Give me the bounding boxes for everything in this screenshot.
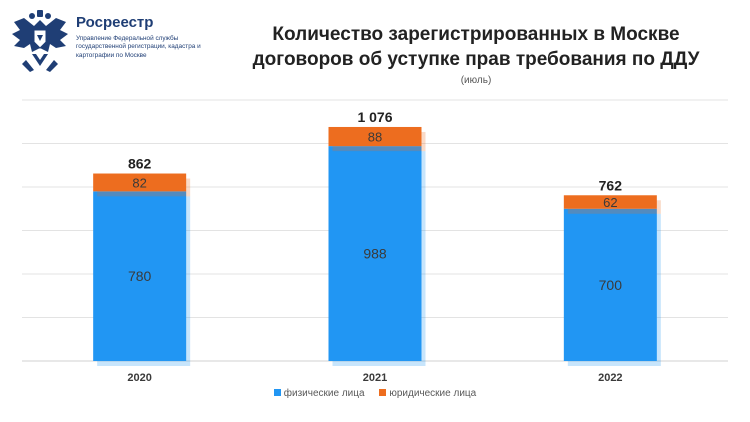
chart-legend: физические лица юридические лица (0, 388, 750, 399)
legend-item-individuals: физические лица (273, 388, 365, 399)
bar-individuals (563, 208, 657, 361)
data-label-individuals: 780 (128, 268, 152, 284)
bar-individuals (328, 146, 422, 361)
org-name: Росреестр (76, 14, 154, 31)
data-label-legal-entities: 62 (603, 195, 617, 210)
legend-label-legal-entities: юридические лица (389, 388, 477, 399)
x-tick-label: 2021 (363, 372, 387, 384)
bar-individuals (93, 191, 187, 361)
total-label: 862 (128, 156, 152, 172)
data-label-individuals: 988 (363, 246, 387, 262)
bar-legal-entities (93, 173, 187, 192)
x-tick-label: 2022 (598, 372, 622, 384)
data-label-individuals: 700 (599, 277, 623, 293)
legend-swatch-individuals (273, 389, 281, 396)
x-tick-label: 2020 (127, 372, 151, 384)
bar-legal-entities (563, 195, 657, 209)
bar-legal-entities (328, 126, 422, 147)
legend-swatch-legal-entities (379, 389, 387, 396)
org-description: Управление Федеральной службы государств… (76, 35, 201, 59)
logo-block: Росреестр Управление Федеральной службы … (10, 8, 220, 78)
data-label-legal-entities: 88 (368, 130, 382, 145)
double-headed-eagle-emblem-icon (12, 10, 68, 72)
legend-item-legal-entities: юридические лица (379, 388, 476, 399)
data-label-legal-entities: 82 (132, 175, 146, 190)
legend-label-individuals: физические лица (283, 388, 365, 399)
total-label: 762 (599, 177, 623, 193)
chart-title-block: Количество зарегистрированных в Москве д… (236, 22, 716, 86)
total-label: 1 076 (357, 109, 392, 125)
chart-subtitle: (июль) (460, 75, 492, 86)
chart-title: Количество зарегистрированных в Москве д… (252, 24, 700, 70)
